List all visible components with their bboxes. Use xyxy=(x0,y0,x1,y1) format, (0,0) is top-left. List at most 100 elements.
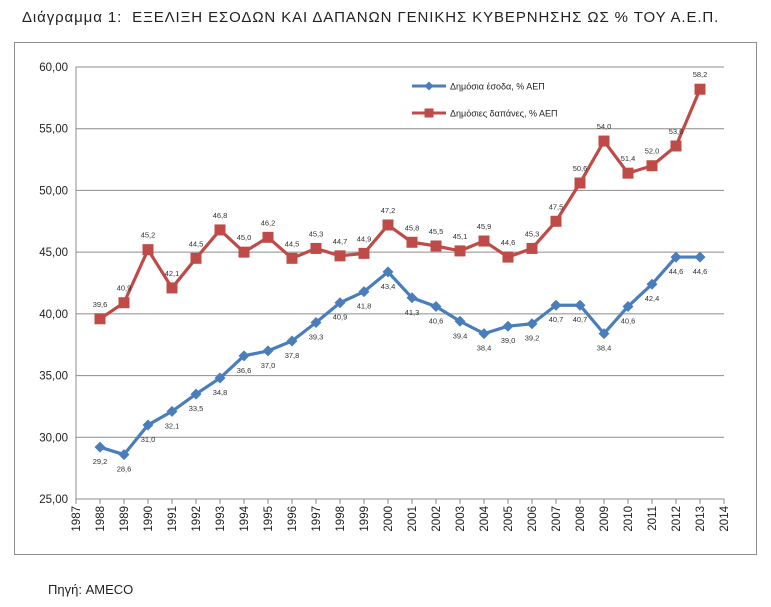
revenue-point xyxy=(382,266,394,278)
expenditure-point xyxy=(694,83,706,95)
x-tick-label: 2006 xyxy=(527,506,539,532)
expenditure-point xyxy=(118,297,130,309)
revenue-data-label: 44,6 xyxy=(693,267,708,276)
expenditure-data-label: 44,6 xyxy=(501,238,516,247)
revenue-data-label: 40,6 xyxy=(429,316,444,325)
x-tick-label: 1998 xyxy=(335,506,347,532)
revenue-data-label: 39,4 xyxy=(453,331,468,340)
x-tick-label: 2002 xyxy=(431,506,443,532)
x-tick-label: 2012 xyxy=(671,506,683,532)
x-tick-label: 1999 xyxy=(359,506,371,532)
x-tick-label: 1994 xyxy=(239,505,251,531)
expenditure-data-label: 44,9 xyxy=(357,234,372,243)
y-tick-label: 45,00 xyxy=(39,247,68,259)
expenditure-data-label: 40,9 xyxy=(117,284,132,293)
expenditure-data-label: 51,4 xyxy=(621,154,636,163)
revenue-point xyxy=(502,320,514,332)
expenditure-point xyxy=(622,167,634,179)
series-group xyxy=(94,83,706,461)
revenue-point xyxy=(526,318,538,330)
revenue-data-label: 40,9 xyxy=(333,313,348,322)
expenditure-point xyxy=(502,251,514,263)
expenditure-data-label: 53,6 xyxy=(669,127,684,136)
x-tick-label: 2004 xyxy=(479,505,491,531)
y-tick-label: 55,00 xyxy=(39,124,68,136)
y-tick-label: 50,00 xyxy=(39,185,68,197)
revenue-point xyxy=(142,419,154,431)
x-tick-label: 1992 xyxy=(191,506,203,532)
x-tick-label: 2005 xyxy=(503,506,515,532)
expenditure-point xyxy=(454,245,466,257)
x-tick-label: 2008 xyxy=(575,506,587,532)
expenditure-data-label: 44,5 xyxy=(285,239,300,248)
expenditure-point xyxy=(238,246,250,258)
revenue-data-label: 34,8 xyxy=(213,388,228,397)
expenditure-point xyxy=(382,219,394,231)
expenditure-point xyxy=(574,177,586,189)
expenditure-data-label: 45,2 xyxy=(141,231,156,240)
revenue-point xyxy=(166,405,178,417)
revenue-data-label: 39,3 xyxy=(309,332,324,341)
revenue-data-label: 40,6 xyxy=(621,316,636,325)
revenue-point xyxy=(334,297,346,309)
revenue-data-label: 36,6 xyxy=(237,366,252,375)
revenue-point xyxy=(454,315,466,327)
revenue-point xyxy=(430,300,442,312)
expenditure-data-label: 50,6 xyxy=(573,164,588,173)
revenue-point xyxy=(94,441,106,453)
legend-label-expenditure: Δημόσιες δαπάνες, % ΑΕΠ xyxy=(450,109,557,119)
revenue-point xyxy=(358,286,370,298)
expenditure-data-label: 47,5 xyxy=(549,202,564,211)
revenue-point xyxy=(694,251,706,263)
expenditure-data-label: 45,3 xyxy=(525,229,540,238)
expenditure-point xyxy=(358,247,370,259)
y-tick-label: 60,00 xyxy=(39,62,68,74)
expenditure-data-label: 45,8 xyxy=(405,223,420,232)
legend-marker-revenue xyxy=(424,81,434,91)
y-tick-label: 25,00 xyxy=(39,494,68,506)
revenue-point xyxy=(406,292,418,304)
x-tick-label: 2001 xyxy=(407,506,419,532)
expenditure-point xyxy=(262,231,274,243)
revenue-data-label: 41,3 xyxy=(405,308,420,317)
x-tick-label: 1991 xyxy=(167,506,179,532)
y-tick-label: 40,00 xyxy=(39,309,68,321)
revenue-data-label: 39,0 xyxy=(501,336,516,345)
x-tick-label: 2009 xyxy=(599,506,611,532)
revenue-point xyxy=(286,335,298,347)
y-tick-label: 30,00 xyxy=(39,432,68,444)
expenditure-point xyxy=(526,242,538,254)
expenditure-data-label: 46,8 xyxy=(213,211,228,220)
expenditure-point xyxy=(478,235,490,247)
revenue-point xyxy=(478,328,490,340)
revenue-point xyxy=(670,251,682,263)
expenditure-data-label: 45,1 xyxy=(453,232,468,241)
revenue-data-label: 33,5 xyxy=(189,404,204,413)
x-tick-label: 1989 xyxy=(119,506,131,532)
figure-number: Διάγραμμα 1: xyxy=(22,9,123,26)
expenditure-point xyxy=(430,240,442,252)
expenditure-data-label: 44,5 xyxy=(189,239,204,248)
expenditure-data-label: 39,6 xyxy=(93,300,108,309)
revenue-data-label: 44,6 xyxy=(669,267,684,276)
expenditure-point xyxy=(646,160,658,172)
x-tick-label: 1995 xyxy=(263,506,275,532)
revenue-data-label: 42,4 xyxy=(645,294,660,303)
expenditure-point xyxy=(670,140,682,152)
revenue-point xyxy=(214,372,226,384)
revenue-data-label: 41,8 xyxy=(357,302,372,311)
expenditure-point xyxy=(334,250,346,262)
x-tick-label: 1990 xyxy=(143,506,155,532)
revenue-data-label: 31,0 xyxy=(141,435,156,444)
x-tick-label: 1987 xyxy=(71,506,83,532)
x-tick-label: 2011 xyxy=(647,506,659,531)
revenue-point xyxy=(118,449,130,461)
x-tick-label: 2014 xyxy=(719,505,731,531)
chart-frame xyxy=(14,42,757,555)
legend-label-revenue: Δημόσια έσοδα, % ΑΕΠ xyxy=(450,82,545,92)
revenue-point xyxy=(574,299,586,311)
x-tick-label: 2000 xyxy=(383,506,395,532)
revenue-point xyxy=(310,316,322,328)
data-labels: 29,2 28,6 31,0 32,1 33,5 34,8 36,6 37,0 37,8 39,3… xyxy=(93,70,708,473)
revenue-data-label: 37,8 xyxy=(285,351,300,360)
